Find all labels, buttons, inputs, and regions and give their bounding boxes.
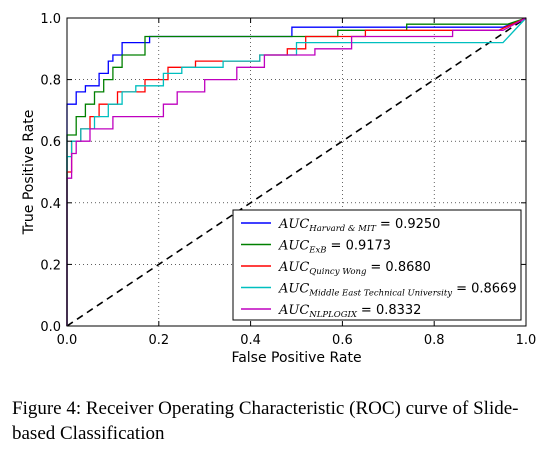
x-axis-label: False Positive Rate — [231, 350, 361, 366]
legend-auc-label: AUC — [278, 239, 309, 254]
legend-entry-0: AUCHarvard & MIT = 0.9250 — [278, 217, 440, 234]
x-tick-label: 0.0 — [57, 333, 78, 348]
roc-chart-svg: 0.0 0.2 0.4 0.6 0.8 1.0 0.0 0.2 0.4 0.6 0.8 1.0 Fals… — [21, 12, 537, 366]
roc-series-line-4 — [66, 17, 527, 326]
x-tick-label: 0.4 — [240, 333, 261, 348]
y-tick-label: 0.6 — [40, 135, 61, 150]
roc-chart: 0.0 0.2 0.4 0.6 0.8 1.0 0.0 0.2 0.4 0.6 0.8 1.0 Fals… — [21, 12, 537, 366]
legend-box — [232, 209, 522, 321]
legend-entry-4: AUCNLPLOGIX = 0.8332 — [278, 303, 421, 320]
x-tick-label: 0.2 — [148, 333, 169, 348]
legend-entry-1: AUCExB = 0.9173 — [278, 239, 391, 256]
y-tick-label: 0.4 — [40, 197, 61, 212]
x-tick-label: 1.0 — [516, 333, 537, 348]
plot-frame — [66, 17, 527, 327]
y-axis-label: True Positive Rate — [21, 110, 37, 236]
legend-entry-3: AUCMiddle East Technical University = 0.8… — [278, 282, 517, 299]
legend-auc-value: = 0.9173 — [331, 239, 392, 254]
legend-auc-value: = 0.8332 — [361, 303, 422, 318]
x-tick-label: 0.8 — [424, 333, 445, 348]
roc-series-line-3 — [66, 17, 527, 326]
y-tick-label: 0.0 — [40, 320, 61, 335]
x-tick-label: 0.6 — [332, 333, 353, 348]
legend-auc-label: AUC — [278, 282, 309, 297]
legend-subscript: Quincy Wong — [309, 267, 367, 277]
diagonal-reference-line — [66, 17, 527, 327]
legend-auc-label: AUC — [278, 303, 309, 318]
legend-auc-label: AUC — [278, 217, 309, 232]
legend-subscript: Middle East Technical University — [308, 289, 452, 299]
figure-caption: Figure 4: Receiver Operating Characteris… — [12, 398, 519, 444]
legend-auc-value: = 0.8680 — [370, 260, 431, 275]
y-tick-label: 0.2 — [40, 258, 61, 273]
legend-subscript: Harvard & MIT — [308, 224, 377, 234]
legend-subscript: ExB — [308, 246, 326, 256]
y-tick-label: 0.8 — [40, 74, 61, 89]
legend-auc-value: = 0.9250 — [380, 217, 441, 232]
legend-subscript: NLPLOGIX — [308, 310, 358, 320]
y-tick-label: 1.0 — [40, 12, 61, 27]
legend-auc-value: = 0.8669 — [456, 282, 517, 297]
legend-auc-label: AUC — [278, 260, 309, 275]
legend-entry-2: AUCQuincy Wong = 0.8680 — [278, 260, 431, 277]
